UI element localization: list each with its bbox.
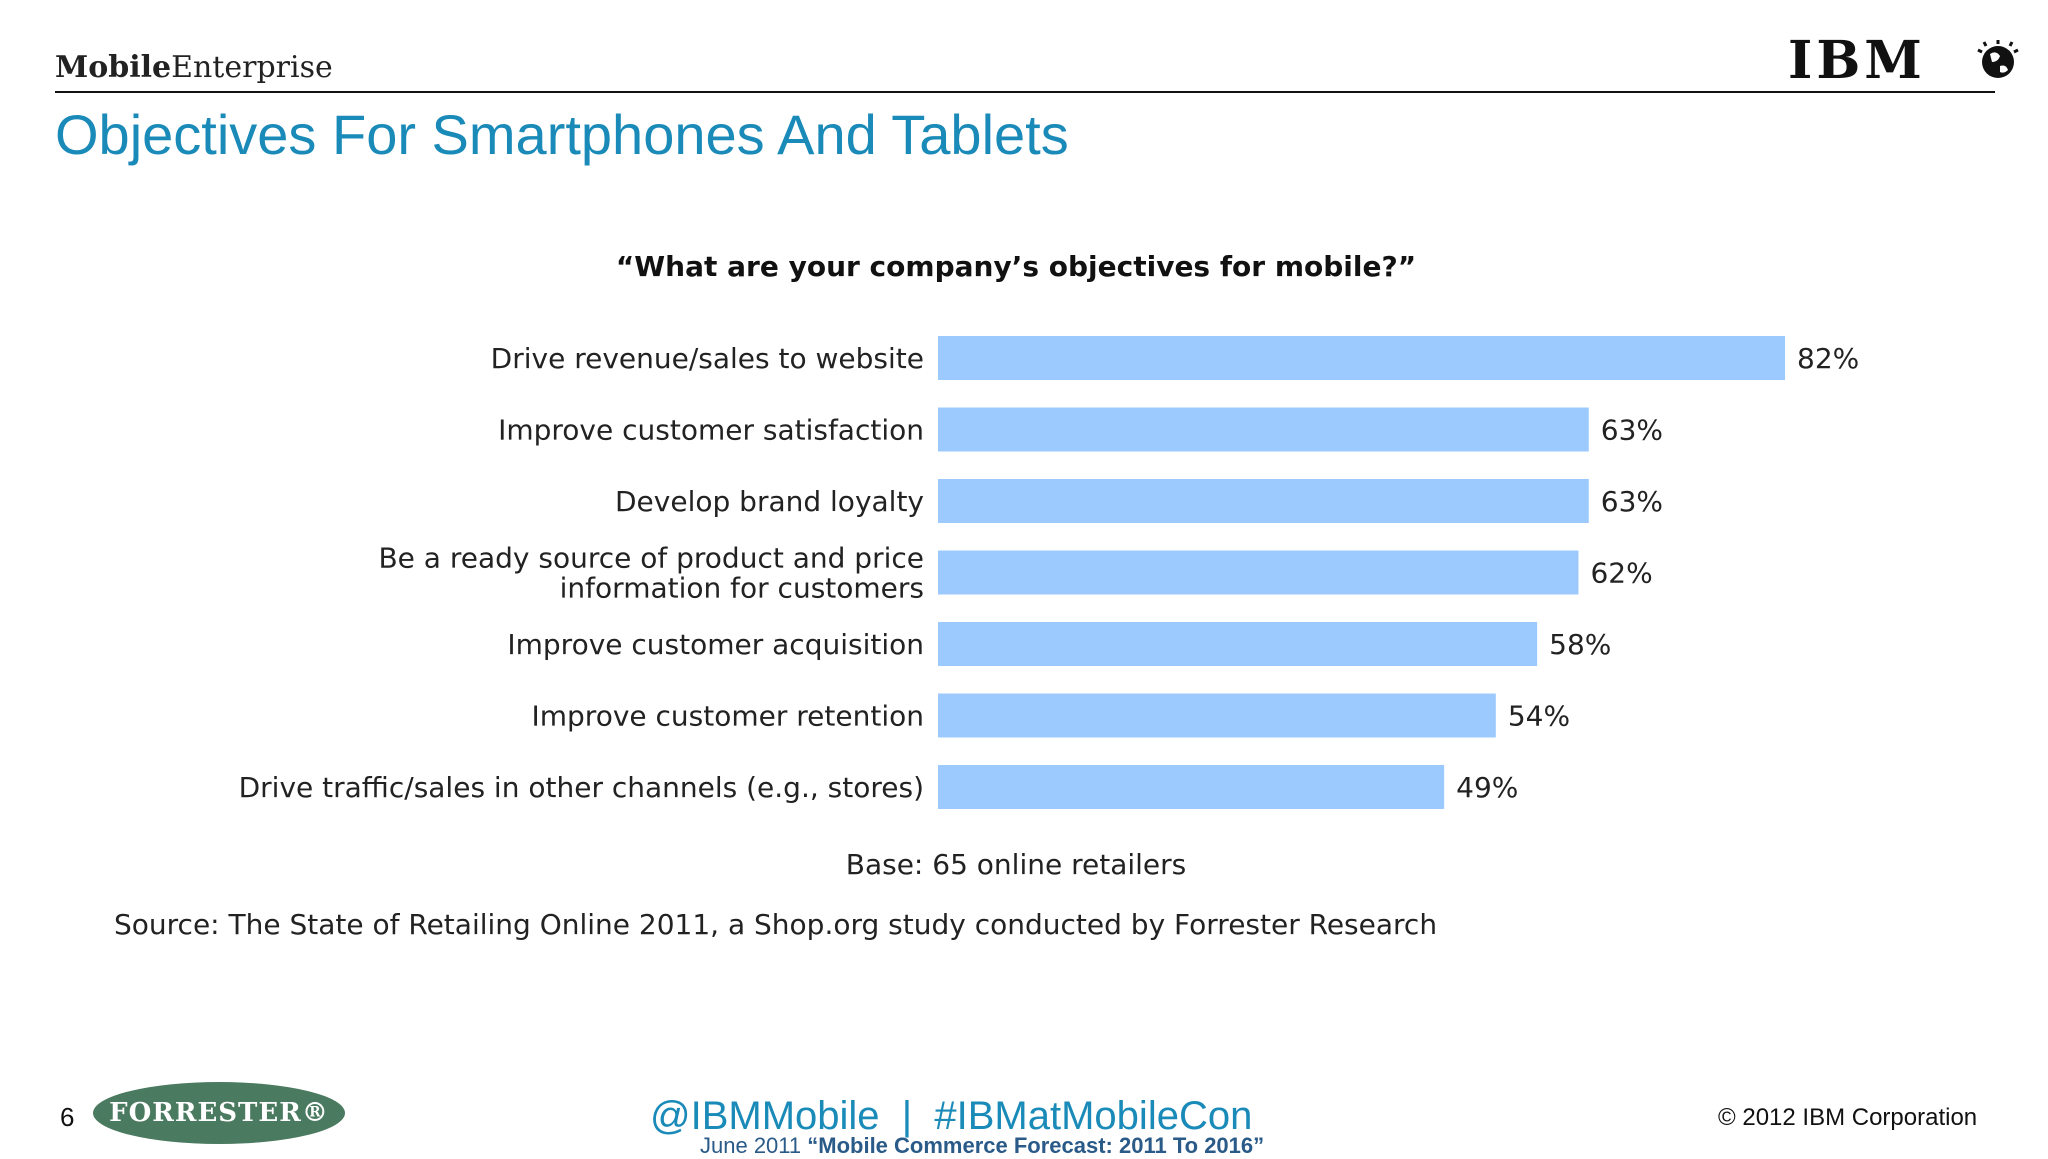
chart-title: “What are your company’s objectives for … (615, 250, 1417, 283)
ibm-logo: IBM (1788, 36, 2019, 86)
value-label-1: 63% (1601, 414, 1663, 447)
category-label-0: Drive revenue/sales to website (491, 342, 924, 375)
header-rule (55, 91, 1995, 93)
brand-regular: Enterprise (171, 50, 333, 85)
value-label-0: 82% (1797, 342, 1859, 375)
category-label-3: Be a ready source of product and price in… (378, 542, 924, 605)
forrester-logo-text: FORRESTER® (109, 1098, 329, 1128)
page-title: Objectives For Smartphones And Tablets (55, 103, 1069, 166)
forrester-logo: FORRESTER® (93, 1082, 345, 1144)
bar-0 (938, 336, 1786, 380)
category-label-4: Improve customer acquisition (507, 628, 924, 661)
citation-title: “Mobile Commerce Forecast: 2011 To 2016” (807, 1133, 1265, 1158)
slide-number: 6 (60, 1102, 75, 1132)
bar-4 (938, 622, 1538, 666)
brand-bold: Mobile (55, 50, 172, 85)
category-label-6: Drive traffic/sales in other channels (e… (239, 771, 924, 804)
category-label-5: Improve customer retention (532, 700, 925, 733)
bar-2 (938, 479, 1589, 523)
bar-6 (938, 765, 1445, 809)
bar-1 (938, 407, 1589, 452)
globe-icon (1977, 40, 2019, 78)
base-note: Base: 65 online retailers (845, 848, 1187, 881)
copyright: © 2012 IBM Corporation (1718, 1104, 1978, 1131)
citation-date: June 2011 (700, 1133, 808, 1158)
category-label-1: Improve customer satisfaction (498, 414, 924, 447)
brand-logo: MobileEnterprise (55, 50, 333, 85)
bar-3 (938, 550, 1579, 595)
value-label-3: 62% (1590, 557, 1652, 590)
bar-chart: Drive revenue/sales to website 82% Improve… (239, 336, 1859, 809)
value-label-4: 58% (1549, 628, 1611, 661)
category-label-2: Develop brand loyalty (615, 485, 924, 518)
value-label-5: 54% (1508, 700, 1570, 733)
value-label-2: 63% (1601, 485, 1663, 518)
value-label-6: 49% (1456, 771, 1518, 804)
footer-citation: June 2011 “Mobile Commerce Forecast: 201… (700, 1133, 1264, 1159)
source-note: Source: The State of Retailing Online 20… (114, 908, 1438, 941)
ibm-logo-text: IBM (1788, 36, 1926, 86)
bar-5 (938, 693, 1496, 738)
footer-hashtags: @IBMMobile | #IBMatMobileCon (650, 1094, 1253, 1138)
